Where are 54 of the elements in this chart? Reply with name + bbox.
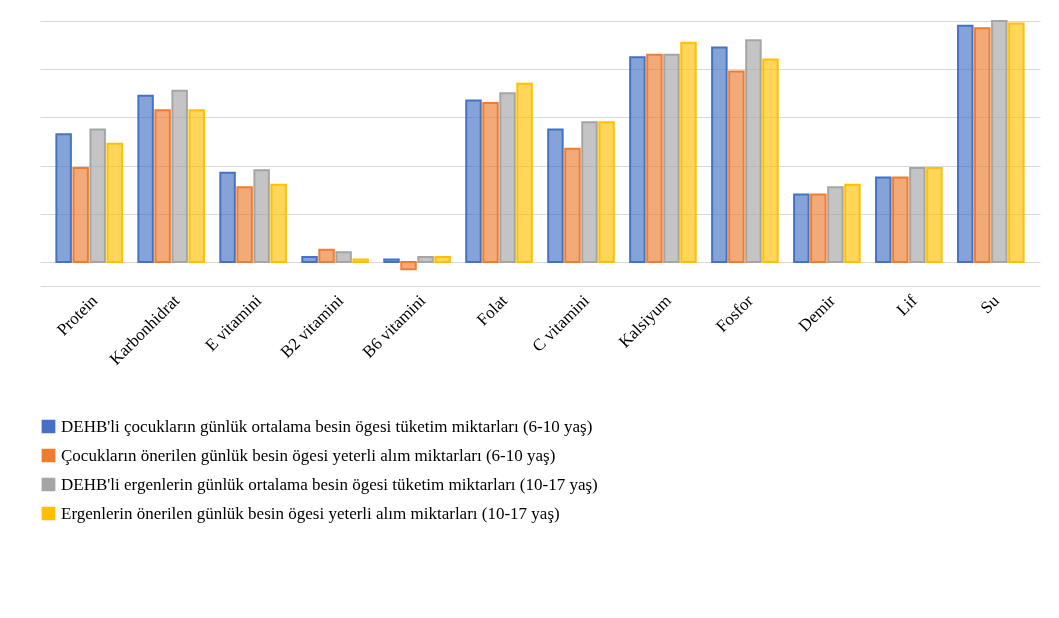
bar	[219, 171, 236, 263]
legend-label: Çocukların önerilen günlük besin ögesi yeterli alım miktarları (6-10 yaş)	[61, 445, 556, 465]
bar	[680, 41, 697, 263]
legend-label: DEHB'li çocukların günlük ortalama besin ögesi tüketim miktarları (6-10 yaş)	[61, 416, 593, 436]
bar	[629, 56, 646, 263]
bar	[711, 46, 728, 263]
bar	[1008, 22, 1025, 263]
bar	[762, 58, 779, 263]
bar	[188, 109, 205, 263]
bar	[499, 92, 516, 263]
bar	[154, 109, 171, 263]
bar	[301, 256, 318, 263]
bar	[793, 193, 810, 263]
bar	[270, 183, 287, 263]
bar	[926, 166, 943, 263]
bar	[581, 121, 598, 263]
bar	[106, 142, 123, 263]
bar	[598, 121, 615, 263]
bar	[957, 24, 974, 263]
bar	[434, 256, 451, 263]
bar	[844, 183, 861, 263]
bar	[335, 251, 352, 263]
bar	[663, 53, 680, 263]
bar	[89, 128, 106, 263]
bar	[745, 39, 762, 263]
bar	[465, 99, 482, 263]
bar	[318, 248, 335, 263]
bar	[991, 20, 1008, 263]
x-tick-label: Su	[976, 290, 1004, 318]
bar	[137, 94, 154, 263]
bar	[171, 89, 188, 263]
bar	[909, 166, 926, 263]
bar	[810, 193, 827, 263]
bar	[55, 133, 72, 263]
bar	[516, 82, 533, 263]
bar	[892, 176, 909, 263]
bar	[564, 147, 581, 263]
bar	[352, 258, 369, 263]
bar	[547, 128, 564, 263]
bar	[482, 101, 499, 263]
legend-label: Ergenlerin önerilen günlük besin ögesi yeterli alım miktarları (10-17 yaş)	[61, 503, 560, 523]
x-tick-label: Lif	[892, 290, 922, 320]
bar	[72, 166, 89, 263]
legend-label: DEHB'li ergenlerin günlük ortalama besin ögesi tüketim miktarları (10-17 yaş)	[61, 474, 598, 494]
bar	[417, 256, 434, 263]
bar	[728, 70, 745, 263]
bar	[646, 53, 663, 263]
bar	[236, 186, 253, 263]
bar	[253, 169, 270, 263]
bar	[974, 27, 991, 263]
bar	[383, 258, 400, 263]
bar	[875, 176, 892, 263]
bar	[400, 260, 417, 271]
bar	[827, 186, 844, 263]
